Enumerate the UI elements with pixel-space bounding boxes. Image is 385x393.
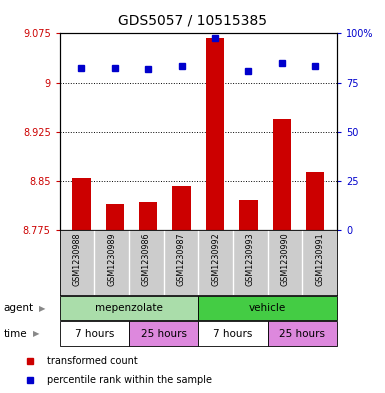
Text: 7 hours: 7 hours	[213, 329, 253, 339]
Text: GSM1230993: GSM1230993	[246, 233, 255, 286]
Text: agent: agent	[4, 303, 34, 313]
Text: ▶: ▶	[38, 304, 45, 312]
Bar	[129, 321, 198, 346]
Text: GSM1230992: GSM1230992	[211, 233, 220, 286]
Text: GSM1230987: GSM1230987	[176, 233, 186, 286]
Text: 25 hours: 25 hours	[141, 329, 187, 339]
Text: GSM1230988: GSM1230988	[72, 233, 82, 286]
Text: GSM1230989: GSM1230989	[107, 233, 116, 286]
Text: time: time	[4, 329, 27, 339]
Bar	[198, 296, 337, 320]
Bar	[239, 200, 258, 230]
Text: GSM1230986: GSM1230986	[142, 233, 151, 286]
Bar	[60, 321, 129, 346]
Bar	[273, 119, 291, 230]
Bar	[72, 178, 90, 230]
Bar	[268, 321, 337, 346]
Bar	[198, 321, 268, 346]
Text: percentile rank within the sample: percentile rank within the sample	[47, 375, 212, 386]
Text: mepenzolate: mepenzolate	[95, 303, 163, 313]
Bar	[60, 296, 198, 320]
Text: transformed count: transformed count	[47, 356, 138, 366]
Text: GSM1230990: GSM1230990	[280, 233, 290, 286]
Text: vehicle: vehicle	[249, 303, 286, 313]
Bar	[206, 38, 224, 230]
Bar	[139, 202, 157, 230]
Bar	[306, 172, 324, 230]
Text: ▶: ▶	[33, 329, 39, 338]
Text: 7 hours: 7 hours	[75, 329, 114, 339]
Text: GDS5057 / 10515385: GDS5057 / 10515385	[118, 14, 267, 28]
Bar	[105, 204, 124, 230]
Text: 25 hours: 25 hours	[279, 329, 325, 339]
Bar	[172, 186, 191, 230]
Text: GSM1230991: GSM1230991	[315, 233, 324, 286]
